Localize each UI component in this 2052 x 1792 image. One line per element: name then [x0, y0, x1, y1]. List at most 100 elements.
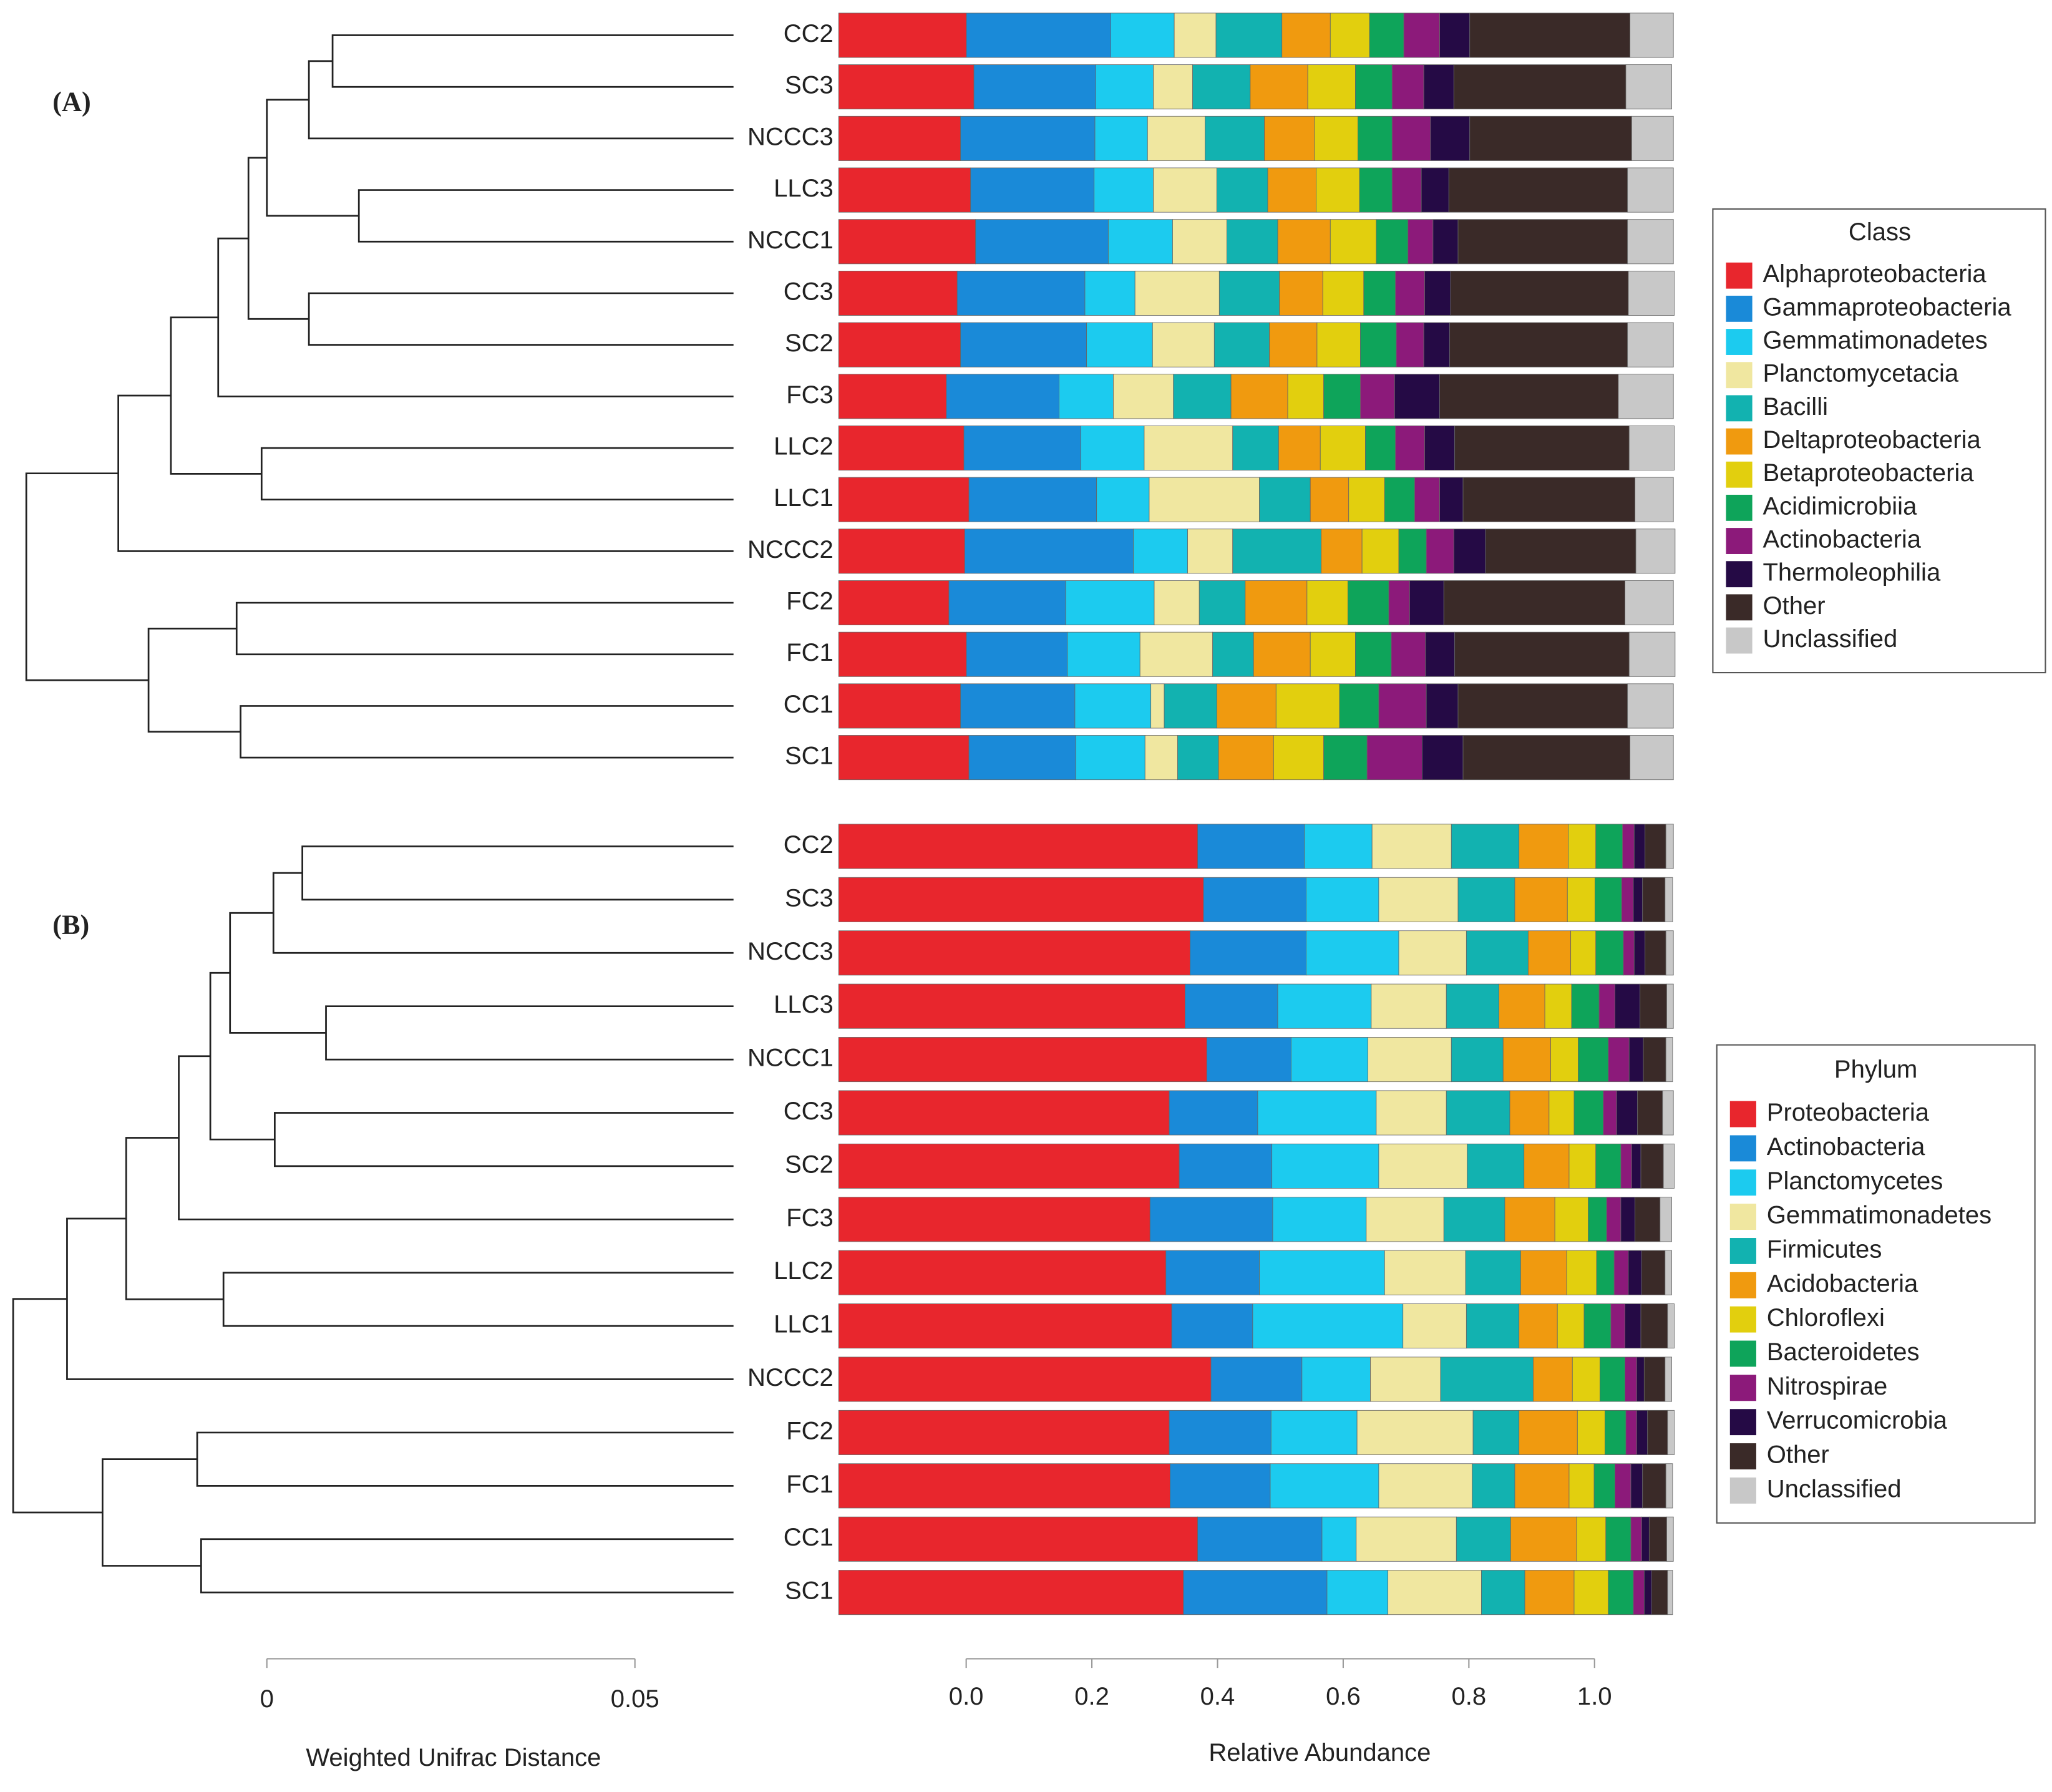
bar-segment	[966, 12, 1111, 58]
bar-segment	[1637, 1090, 1663, 1136]
bar-segment	[1205, 115, 1265, 161]
bar-segment	[1111, 12, 1175, 58]
x-tick-label: 0.2	[1074, 1683, 1109, 1710]
bar-segment	[1641, 1250, 1666, 1295]
bar-segment	[1370, 1356, 1441, 1402]
bar-segment	[1391, 631, 1426, 677]
bar-segment	[1216, 683, 1276, 729]
legend-label: Other	[1763, 592, 1825, 620]
bar-segment	[1640, 1303, 1668, 1349]
sample-label: LLC3	[774, 175, 834, 202]
sample-label: LLC2	[774, 1257, 834, 1285]
sample-label: NCCC2	[747, 536, 834, 563]
x-tick-label: 0.0	[949, 1683, 984, 1710]
bar-segment	[1330, 12, 1370, 58]
bar-segment	[1636, 1410, 1648, 1455]
bar-segment	[1666, 983, 1674, 1029]
dendrogram-branch	[301, 845, 734, 901]
sample-label: FC3	[786, 1204, 834, 1232]
bar-segment	[1173, 374, 1232, 419]
legend-label: Acidimicrobiia	[1763, 492, 1917, 520]
bar-segment	[1618, 374, 1674, 419]
bar-segment	[1643, 1570, 1652, 1615]
bar-segment	[1446, 983, 1499, 1029]
legend-swatch	[1726, 594, 1753, 621]
sample-label: NCCC1	[747, 226, 834, 254]
legend-label: Betaproteobacteria	[1763, 459, 1974, 487]
bar-segment	[1218, 270, 1280, 316]
bar-segment	[1578, 1037, 1609, 1083]
bar-segment	[1519, 1303, 1558, 1349]
bar-segment	[1502, 1037, 1551, 1083]
bar-segment	[1593, 1463, 1615, 1509]
bar-segment	[1359, 167, 1393, 213]
bar-segment	[1665, 824, 1674, 869]
bar-segment	[1169, 1410, 1272, 1455]
legend-swatch	[1729, 1409, 1756, 1436]
bar-segment	[838, 1516, 1198, 1562]
legend-label: Alphaproteobacteria	[1763, 260, 1986, 288]
bar-segment	[838, 1570, 1184, 1615]
sample-label: FC3	[786, 381, 834, 409]
bar-segment	[1424, 425, 1456, 471]
bar-segment	[1403, 12, 1440, 58]
bar-segment	[1457, 219, 1628, 265]
bar-segment	[838, 477, 970, 522]
legend-swatch	[1729, 1101, 1756, 1127]
bar-segment	[1153, 64, 1193, 110]
bar-segment	[1635, 477, 1674, 522]
bar-segment	[1600, 1356, 1626, 1402]
bar-segment	[1348, 477, 1385, 522]
legend-swatch	[1726, 329, 1753, 355]
bar-segment	[1613, 1250, 1629, 1295]
bar-segment	[1640, 1143, 1664, 1189]
bar-segment	[1633, 1570, 1645, 1615]
bar-segment	[1636, 1356, 1645, 1402]
bar-segment	[1270, 1410, 1358, 1455]
bar-segment	[1631, 1143, 1641, 1189]
bar-segment	[1169, 1090, 1258, 1136]
bar-segment	[1366, 735, 1422, 781]
bar-segment	[1443, 580, 1626, 626]
bar-segment	[1422, 735, 1464, 781]
bar-segment	[1439, 374, 1619, 419]
dendrogram-branch	[229, 912, 326, 1034]
bar-segment	[1369, 12, 1404, 58]
bar-segment	[1396, 322, 1424, 368]
bar-segment	[1532, 1356, 1573, 1402]
bar-segment	[1595, 930, 1624, 976]
dendrogram-branch	[101, 1458, 202, 1567]
x-tick-label: 0.8	[1452, 1683, 1487, 1710]
bar-segment	[1272, 1143, 1379, 1189]
bar-segment	[1605, 1516, 1631, 1562]
bar-segment	[1174, 12, 1217, 58]
bar-segment	[1457, 877, 1515, 922]
bar-segment	[1270, 1463, 1379, 1509]
bar-segment	[838, 12, 967, 58]
bar-segment	[1576, 1516, 1607, 1562]
bar-segment	[1322, 270, 1364, 316]
bar-segment	[1662, 1090, 1674, 1136]
legend-label: Acidobacteria	[1767, 1270, 1918, 1297]
bar-segment	[1524, 1143, 1570, 1189]
bar-segment	[1635, 528, 1676, 574]
dendrogram-branch	[12, 1298, 103, 1514]
bar-segment	[1301, 1356, 1371, 1402]
bar-segment	[1641, 1516, 1650, 1562]
bar-segment	[1408, 219, 1434, 265]
bar-segment	[1451, 824, 1520, 869]
bar-segment	[1096, 477, 1150, 522]
bar-segment	[1347, 580, 1389, 626]
sample-label: FC2	[786, 588, 834, 615]
bar-segment	[1164, 683, 1217, 729]
bar-segment	[1571, 983, 1600, 1029]
bar-segment	[968, 735, 1076, 781]
bar-segment	[1323, 735, 1368, 781]
bar-segment	[1628, 270, 1675, 316]
bar-segment	[1520, 1250, 1567, 1295]
bar-segment	[1608, 1037, 1630, 1083]
bar-segment	[1185, 983, 1278, 1029]
bar-segment	[1378, 1143, 1468, 1189]
bar-segment	[1356, 1410, 1474, 1455]
bar-segment	[1510, 1516, 1577, 1562]
